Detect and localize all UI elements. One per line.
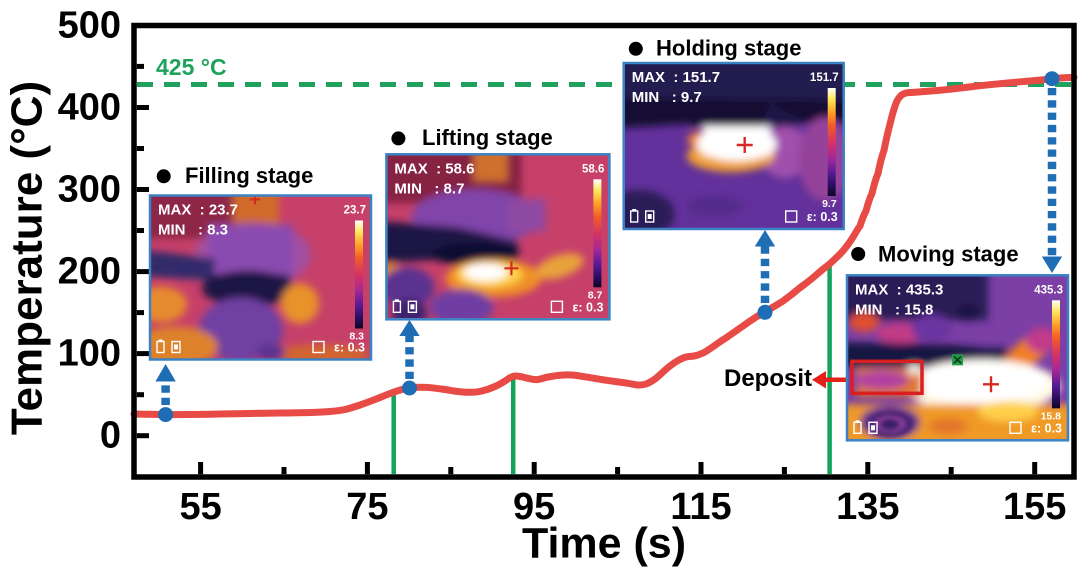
svg-text:151.7: 151.7 <box>810 72 839 84</box>
svg-text:Time (s): Time (s) <box>522 520 686 568</box>
svg-text:MIN : 9.7: MIN : 9.7 <box>632 89 702 106</box>
svg-text:8.3: 8.3 <box>349 331 364 343</box>
svg-text:Deposit: Deposit <box>724 365 812 392</box>
svg-text:MIN : 8.3: MIN : 8.3 <box>158 222 228 239</box>
svg-text:MAX : 23.7: MAX : 23.7 <box>158 202 238 219</box>
svg-text:MIN : 15.8: MIN : 15.8 <box>855 301 933 318</box>
svg-text:100: 100 <box>58 333 121 375</box>
svg-text:MIN : 8.7: MIN : 8.7 <box>394 180 464 197</box>
svg-text:75: 75 <box>346 486 388 528</box>
svg-text:Lifting stage: Lifting stage <box>422 125 553 150</box>
svg-text:135: 135 <box>836 486 899 528</box>
svg-text:115: 115 <box>670 486 731 528</box>
svg-text:55: 55 <box>179 486 221 528</box>
svg-text:ε: 0.3: ε: 0.3 <box>1031 421 1062 435</box>
svg-text:Filling stage: Filling stage <box>185 163 313 188</box>
svg-text:MAX : 58.6: MAX : 58.6 <box>394 160 474 177</box>
svg-text:MAX : 435.3: MAX : 435.3 <box>855 281 943 298</box>
svg-text:155: 155 <box>1003 486 1066 528</box>
svg-text:200: 200 <box>58 251 121 293</box>
svg-text:95: 95 <box>513 486 555 528</box>
svg-text:ε: 0.3: ε: 0.3 <box>807 210 838 224</box>
svg-text:8.7: 8.7 <box>588 289 603 301</box>
svg-text:300: 300 <box>58 169 121 211</box>
svg-text:ε: 0.3: ε: 0.3 <box>572 300 603 314</box>
svg-text:58.6: 58.6 <box>582 163 604 175</box>
svg-text:Temperature (°C): Temperature (°C) <box>3 81 52 435</box>
svg-text:Moving stage: Moving stage <box>878 242 1019 267</box>
svg-text:400: 400 <box>58 87 121 129</box>
svg-text:0: 0 <box>100 415 121 457</box>
svg-text:15.8: 15.8 <box>1041 410 1062 422</box>
svg-text:500: 500 <box>58 5 121 47</box>
svg-text:ε: 0.3: ε: 0.3 <box>334 341 365 355</box>
svg-text:425 °C: 425 °C <box>156 54 227 80</box>
svg-text:Holding stage: Holding stage <box>656 36 801 61</box>
svg-text:MAX : 151.7: MAX : 151.7 <box>632 69 720 86</box>
svg-text:435.3: 435.3 <box>1034 284 1063 296</box>
svg-text:9.7: 9.7 <box>822 198 837 210</box>
svg-text:23.7: 23.7 <box>344 205 366 217</box>
